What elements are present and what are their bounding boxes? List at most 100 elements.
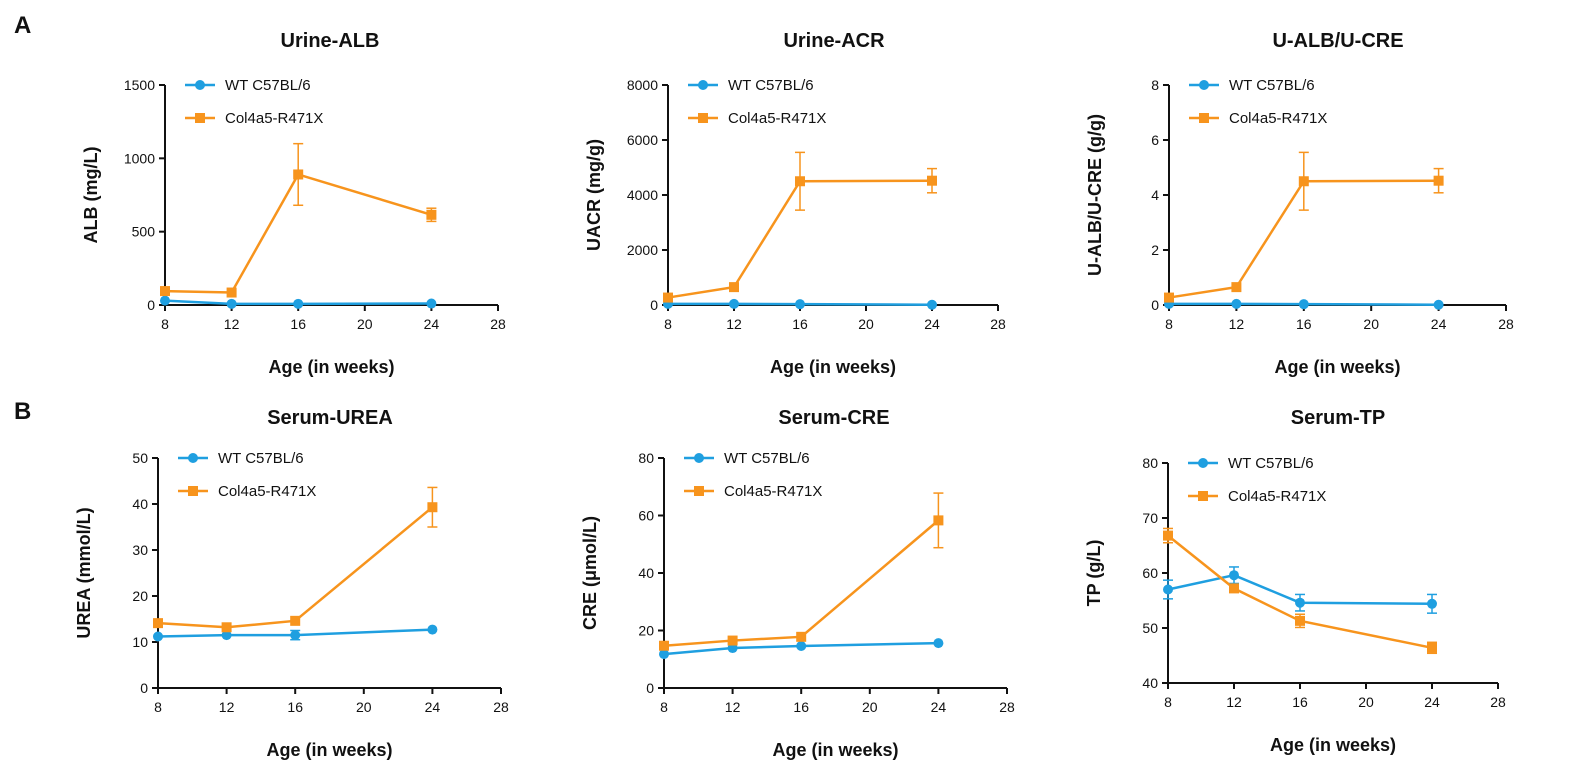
- x-tick-label: 8: [154, 699, 162, 715]
- y-tick-label: 40: [132, 496, 148, 512]
- data-point: [1163, 530, 1173, 541]
- data-point: [795, 299, 805, 310]
- series-line: [164, 299, 432, 306]
- y-tick-label: 0: [646, 680, 654, 696]
- x-tick-label: 16: [1296, 316, 1312, 332]
- legend-label: Col4a5-R471X: [724, 483, 822, 500]
- data-point: [293, 169, 304, 180]
- chart-6: Serum-TP 8 12 16 20 24 28 40 50 60 70 80 Age (in wee…: [1084, 407, 1506, 755]
- legend-item-wt: WT C57BL/6: [684, 450, 810, 467]
- x-tick-label: 28: [1490, 694, 1506, 710]
- data-point: [1231, 298, 1242, 309]
- y-tick-label: 0: [1151, 297, 1159, 313]
- x-tick-label: 20: [862, 699, 878, 715]
- series-wt: [663, 298, 937, 310]
- data-point: [293, 298, 304, 309]
- legend-label: Col4a5-R471X: [1229, 110, 1327, 127]
- data-point: [160, 295, 170, 306]
- x-tick-label: 28: [493, 699, 509, 715]
- series-mutant: [160, 142, 437, 298]
- chart-4: Serum-UREA 8 12 16 20 24 28 0 10 20 30 40 50 Age (in …: [74, 407, 509, 760]
- data-point: [226, 298, 237, 309]
- data-point: [1295, 597, 1305, 608]
- data-point: [1433, 299, 1444, 310]
- y-tick-label: 6: [1151, 132, 1159, 148]
- data-point: [933, 638, 944, 649]
- data-point: [796, 641, 807, 652]
- data-point: [933, 515, 944, 526]
- x-tick-label: 24: [1424, 694, 1440, 710]
- y-tick-label: 4: [1151, 187, 1159, 203]
- series-line: [157, 628, 433, 638]
- data-point: [1164, 292, 1174, 303]
- y-axis-label: UREA (mmol/L): [74, 507, 94, 638]
- series-line: [668, 302, 933, 306]
- legend-marker: [698, 113, 708, 123]
- y-tick-label: 80: [638, 450, 654, 466]
- y-tick-label: 10: [132, 634, 148, 650]
- series-line: [667, 179, 933, 299]
- legend-item-mutant: Col4a5-R471X: [178, 483, 316, 500]
- legend-marker: [1198, 491, 1208, 501]
- data-point: [426, 298, 437, 309]
- legend-item-mutant: Col4a5-R471X: [684, 483, 822, 500]
- legend-item-wt: WT C57BL/6: [1188, 455, 1314, 472]
- chart-title: Urine-ACR: [783, 30, 885, 52]
- data-point: [153, 631, 163, 642]
- legend-marker: [694, 453, 704, 463]
- data-point: [927, 175, 937, 186]
- data-point: [426, 209, 437, 220]
- x-tick-label: 16: [792, 316, 808, 332]
- panel-label-b: B: [14, 398, 32, 425]
- legend-marker: [1199, 113, 1209, 123]
- x-tick-label: 12: [224, 316, 240, 332]
- y-tick-label: 40: [1142, 675, 1158, 691]
- legend-marker: [694, 486, 704, 496]
- y-axis-label: TP (g/L): [1084, 540, 1104, 607]
- x-tick-label: 16: [1292, 694, 1308, 710]
- data-point: [1427, 642, 1437, 653]
- chart-2: Urine-ACR 8 12 16 20 24 28 0 2000 4000 6000 8000 Age…: [584, 30, 1006, 377]
- legend-item-mutant: Col4a5-R471X: [1188, 488, 1326, 505]
- y-axis-label: CRE (μmol/L): [580, 516, 600, 630]
- legend-marker: [188, 453, 198, 463]
- y-tick-label: 40: [638, 565, 654, 581]
- x-tick-label: 12: [1229, 316, 1245, 332]
- data-point: [1231, 282, 1242, 293]
- legend-item-wt: WT C57BL/6: [1189, 77, 1315, 94]
- y-tick-label: 60: [638, 508, 654, 524]
- legend-label: WT C57BL/6: [728, 77, 814, 94]
- legend-label: Col4a5-R471X: [728, 110, 826, 127]
- data-point: [729, 298, 739, 309]
- y-tick-label: 8: [1151, 77, 1159, 93]
- legend-label: Col4a5-R471X: [218, 483, 316, 500]
- y-tick-label: 50: [132, 450, 148, 466]
- legend-label: WT C57BL/6: [1228, 455, 1314, 472]
- y-tick-label: 60: [1142, 565, 1158, 581]
- legend-label: WT C57BL/6: [1229, 77, 1315, 94]
- x-tick-label: 20: [1363, 316, 1379, 332]
- data-point: [1229, 583, 1239, 594]
- series-mutant: [153, 486, 438, 633]
- x-tick-label: 12: [219, 699, 235, 715]
- x-axis-label: Age (in weeks): [770, 357, 896, 377]
- x-tick-label: 8: [161, 316, 169, 332]
- x-axis-label: Age (in weeks): [1274, 357, 1400, 377]
- legend-item-mutant: Col4a5-R471X: [688, 110, 826, 127]
- data-point: [795, 176, 805, 187]
- y-tick-label: 2: [1151, 242, 1159, 258]
- chart-title: Serum-TP: [1291, 407, 1385, 429]
- data-point: [221, 622, 232, 633]
- series-line: [663, 641, 939, 656]
- series-mutant: [1164, 151, 1444, 303]
- x-tick-label: 8: [1165, 316, 1173, 332]
- data-point: [663, 292, 673, 303]
- legend-label: WT C57BL/6: [218, 450, 304, 467]
- chart-title: Urine-ALB: [281, 30, 380, 52]
- x-tick-label: 8: [660, 699, 668, 715]
- series-wt: [1164, 298, 1444, 310]
- series-mutant: [659, 492, 944, 651]
- chart-title: Serum-CRE: [778, 407, 889, 429]
